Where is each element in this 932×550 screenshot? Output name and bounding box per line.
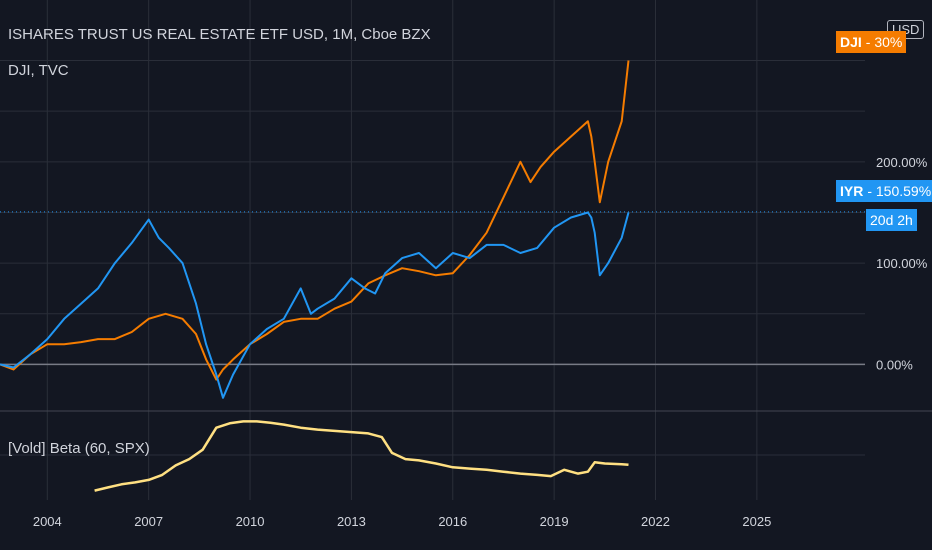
grid [0,0,865,500]
price-series [0,60,630,399]
xtick-label-7: 2025 [742,514,771,529]
chart-title[interactable]: ISHARES TRUST US REAL ESTATE ETF USD, 1M… [8,26,431,43]
dji-price-tag: DJI - 30% [836,31,907,53]
indicator-legend[interactable]: [Vold] Beta (60, SPX) [8,440,150,457]
dji-tag-value: - 30% [865,34,903,50]
ytick-label-2: 200.00% [876,155,928,170]
xtick-label-1: 2007 [134,514,163,529]
series-line-dji [0,60,630,381]
beta-series [94,420,629,492]
ytick-label-0: 0.00% [876,357,913,372]
xtick-label-5: 2019 [540,514,569,529]
iyr-tag-symbol: IYR [840,183,864,199]
ytick-label-1: 100.00% [876,256,928,271]
iyr-price-tag: IYR - 150.59% [836,180,932,202]
xtick-label-4: 2016 [438,514,467,529]
dji-tag-symbol: DJI [840,34,862,50]
xtick-label-6: 2022 [641,514,670,529]
price-axis[interactable]: 0.00% 100.00% 200.00% [876,155,928,373]
xtick-label-2: 2010 [236,514,265,529]
xtick-label-0: 2004 [33,514,62,529]
time-axis[interactable]: 2004 2007 2010 2013 2016 2019 2022 2025 [33,514,771,529]
beta-line [94,420,629,492]
iyr-tag-value: - 150.59% [867,183,932,199]
series-line-iyr [0,211,630,399]
compare-symbol-legend[interactable]: DJI, TVC [8,62,69,79]
xtick-label-3: 2013 [337,514,366,529]
iyr-bar-countdown: 20d 2h [866,209,917,231]
